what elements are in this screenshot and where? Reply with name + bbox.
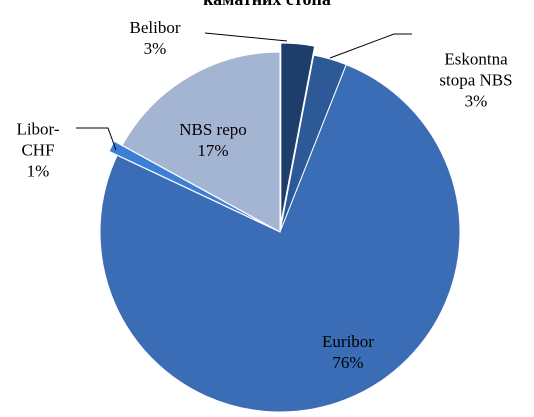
- slice-value: 17%: [197, 141, 229, 160]
- slice-name: Belibor: [129, 18, 181, 37]
- slice-label: Euribor 76%: [303, 331, 393, 373]
- slice-value: 1%: [26, 161, 50, 181]
- leader-line: [329, 33, 412, 59]
- slice-name: NBS repo: [179, 120, 247, 139]
- chart-title: каматних стопа: [0, 0, 534, 10]
- pie-slice: [99, 63, 461, 413]
- slice-label: Libor-CHF 1%: [15, 119, 61, 182]
- leader-line: [204, 32, 288, 42]
- slice-label: NBS repo 17%: [158, 119, 268, 161]
- slice-label: Eskontna stopa NBS 3%: [431, 49, 521, 112]
- slice-value: 3%: [464, 91, 488, 111]
- slice-value: 3%: [143, 39, 167, 58]
- pie-slice: [280, 42, 316, 224]
- slice-label: Belibor 3%: [110, 17, 200, 59]
- leader-line: [76, 127, 117, 151]
- slice-name: Libor-CHF: [16, 119, 60, 160]
- slice-name: Euribor: [322, 332, 374, 351]
- slice-name: Eskontna stopa NBS: [439, 49, 513, 90]
- pie-slice: [121, 51, 281, 233]
- slice-value: 76%: [332, 353, 364, 372]
- pie-slice: [108, 140, 273, 229]
